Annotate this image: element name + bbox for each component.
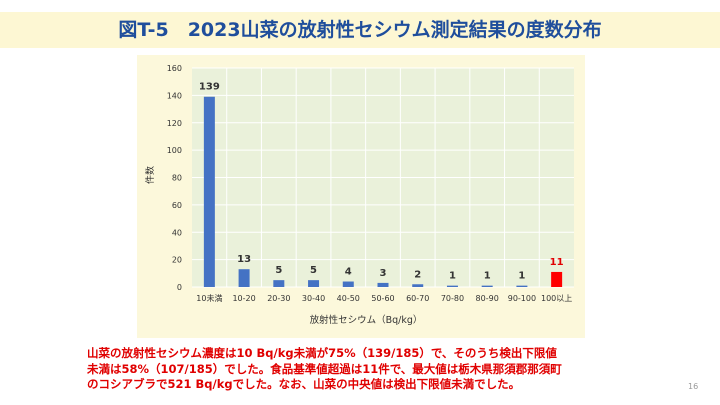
- x-tick-label: 60-70: [406, 294, 429, 303]
- data-label: 11: [550, 257, 564, 268]
- bar: [412, 284, 424, 287]
- data-label: 139: [199, 82, 220, 93]
- bar: [273, 280, 285, 287]
- y-tick-label: 160: [167, 64, 182, 73]
- slide-title: 図T-5 2023山菜の放射性セシウム測定結果の度数分布: [118, 19, 602, 41]
- bar: [238, 269, 250, 287]
- y-tick-label: 140: [167, 91, 182, 100]
- y-tick-label: 0: [177, 283, 182, 292]
- bar-chart: 02040608010012014016013910未満1310-20520-3…: [144, 64, 574, 326]
- bar: [481, 285, 493, 287]
- bar: [446, 285, 458, 287]
- data-label: 1: [518, 271, 525, 282]
- data-label: 5: [275, 265, 282, 276]
- summary-note-line: 山菜の放射性セシウム濃度は10 Bq/kg未満が75%（139/185）で、その…: [87, 346, 557, 360]
- summary-note-line: 未満は58%（107/185）でした。食品基準値超過は11件で、最大値は栃木県那…: [87, 361, 562, 376]
- y-tick-label: 100: [167, 146, 182, 155]
- data-label: 1: [484, 271, 491, 282]
- summary-note: 山菜の放射性セシウム濃度は10 Bq/kg未満が75%（139/185）で、その…: [87, 346, 667, 393]
- data-label: 5: [310, 265, 317, 276]
- data-label: 1: [449, 271, 456, 282]
- bar: [308, 280, 320, 287]
- summary-note-line: のコシアブラで521 Bq/kgでした。なお、山菜の中央値は検出下限値未満でした…: [87, 377, 521, 391]
- x-axis-title: 放射性セシウム（Bq/kg）: [310, 314, 423, 326]
- x-tick-label: 10-20: [232, 294, 255, 303]
- x-tick-label: 50-60: [371, 294, 394, 303]
- y-tick-label: 20: [172, 256, 182, 265]
- x-tick-label: 20-30: [267, 294, 290, 303]
- x-tick-label: 90-100: [508, 294, 536, 303]
- bar: [203, 96, 215, 288]
- data-label: 2: [414, 269, 421, 280]
- x-tick-label: 10未満: [196, 293, 222, 303]
- x-tick-label: 40-50: [337, 294, 360, 303]
- y-tick-label: 80: [172, 174, 182, 183]
- x-tick-label: 70-80: [441, 294, 464, 303]
- x-tick-label: 30-40: [302, 294, 325, 303]
- title-band: [0, 12, 720, 48]
- data-label: 4: [345, 267, 352, 278]
- data-label: 13: [237, 254, 251, 265]
- page-number: 16: [688, 382, 699, 391]
- y-tick-label: 60: [172, 201, 182, 210]
- bar: [342, 281, 354, 287]
- y-axis-title: 件数: [144, 166, 156, 184]
- data-label: 3: [380, 268, 387, 279]
- y-tick-label: 120: [167, 119, 182, 128]
- x-tick-label: 80-90: [476, 294, 499, 303]
- bar: [377, 282, 389, 287]
- bar: [516, 285, 528, 287]
- y-tick-label: 40: [172, 228, 182, 237]
- x-tick-label: 100以上: [541, 294, 572, 303]
- bar: [551, 271, 563, 287]
